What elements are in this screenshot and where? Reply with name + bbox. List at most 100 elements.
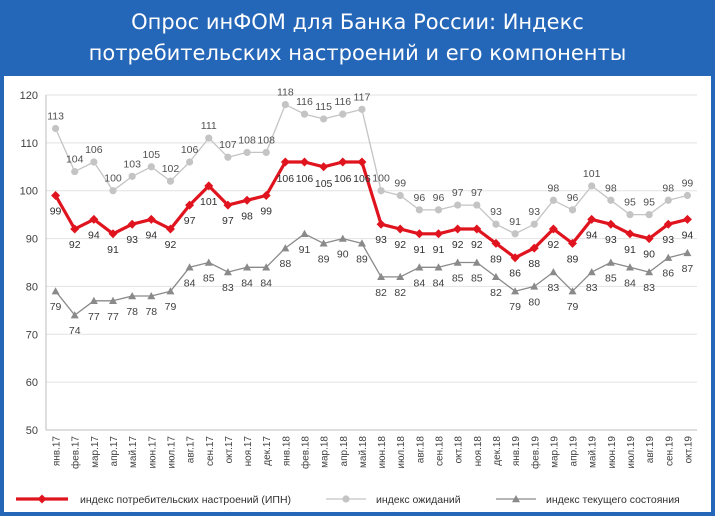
data-label: 85 bbox=[452, 273, 464, 285]
x-tick-label: дек.18 bbox=[492, 436, 503, 466]
data-label: 99 bbox=[394, 178, 406, 190]
x-tick-label: мар.19 bbox=[549, 436, 560, 468]
point-marker bbox=[243, 263, 252, 271]
point-marker bbox=[89, 214, 99, 224]
point-marker bbox=[510, 253, 520, 263]
point-marker bbox=[568, 287, 577, 295]
data-label: 79 bbox=[50, 301, 62, 313]
point-marker bbox=[281, 100, 289, 109]
x-tick-label: янв.17 bbox=[52, 436, 63, 467]
point-marker bbox=[664, 253, 673, 261]
data-label: 92 bbox=[452, 239, 464, 251]
data-label: 84 bbox=[260, 277, 272, 289]
point-marker bbox=[473, 201, 481, 209]
point-marker bbox=[204, 258, 213, 266]
data-label: 86 bbox=[662, 268, 674, 280]
data-label: 77 bbox=[107, 311, 119, 323]
data-label: 91 bbox=[624, 244, 636, 256]
data-label: 83 bbox=[586, 282, 598, 294]
data-label: 90 bbox=[643, 249, 655, 261]
series-line bbox=[54, 160, 688, 260]
series-line bbox=[55, 233, 688, 316]
point-marker bbox=[588, 182, 596, 190]
point-marker bbox=[338, 234, 347, 242]
data-label: 90 bbox=[337, 249, 349, 261]
data-label: 106 bbox=[181, 144, 199, 156]
point-marker bbox=[415, 206, 423, 214]
point-marker bbox=[396, 191, 404, 200]
data-label: 106 bbox=[353, 173, 371, 185]
point-marker bbox=[511, 287, 520, 295]
point-marker bbox=[70, 311, 79, 319]
y-tick-label: 110 bbox=[20, 138, 38, 150]
x-tick-label: фев.19 bbox=[529, 436, 541, 469]
data-label: 101 bbox=[200, 196, 218, 208]
data-label: 93 bbox=[528, 206, 540, 218]
point-marker bbox=[453, 224, 463, 234]
data-label: 98 bbox=[241, 210, 253, 222]
point-marker bbox=[530, 220, 538, 228]
y-tick-label: 90 bbox=[26, 234, 38, 246]
data-label: 91 bbox=[299, 244, 311, 256]
x-tick-label: май.19 bbox=[588, 436, 599, 468]
data-label: 87 bbox=[682, 263, 694, 275]
data-label: 89 bbox=[318, 253, 330, 265]
y-tick-label: 60 bbox=[26, 377, 38, 389]
point-marker bbox=[396, 272, 405, 281]
data-label: 82 bbox=[394, 287, 406, 299]
point-marker bbox=[548, 224, 558, 234]
line-chart: 50 60 70 80 90 100 110 120 янв.17 фев.17 мар.17 апр… bbox=[16, 87, 697, 506]
point-marker bbox=[663, 219, 673, 229]
x-tick-label: авг.17 bbox=[186, 436, 197, 464]
point-marker bbox=[262, 263, 271, 271]
point-marker bbox=[339, 110, 347, 118]
data-label: 97 bbox=[184, 215, 196, 227]
point-marker bbox=[645, 268, 654, 276]
point-marker bbox=[185, 263, 194, 271]
point-marker bbox=[51, 124, 60, 133]
x-tick-label: июл.17 bbox=[166, 436, 177, 469]
data-label: 91 bbox=[107, 244, 119, 256]
data-label: 103 bbox=[123, 158, 141, 170]
point-marker bbox=[434, 206, 443, 214]
point-marker bbox=[626, 211, 634, 219]
point-marker bbox=[300, 229, 309, 237]
point-marker bbox=[358, 105, 366, 113]
point-marker bbox=[166, 287, 175, 295]
point-marker bbox=[109, 296, 118, 304]
y-tick-label: 80 bbox=[26, 281, 38, 293]
point-marker bbox=[530, 282, 539, 290]
data-label: 89 bbox=[490, 253, 502, 265]
data-label: 86 bbox=[509, 268, 521, 280]
data-label: 88 bbox=[279, 258, 291, 270]
point-marker bbox=[108, 229, 118, 239]
point-marker bbox=[472, 224, 482, 234]
x-tick-label: апр.18 bbox=[339, 436, 350, 467]
point-marker bbox=[683, 191, 692, 200]
data-label: 79 bbox=[509, 301, 521, 313]
point-marker bbox=[109, 187, 117, 195]
x-tick-label: май.17 bbox=[128, 436, 139, 468]
point-marker bbox=[414, 229, 424, 239]
data-label: 106 bbox=[334, 173, 352, 185]
x-tick-label: окт.17 bbox=[224, 436, 235, 464]
point-marker bbox=[242, 195, 252, 205]
data-label: 116 bbox=[334, 96, 351, 108]
point-marker bbox=[415, 263, 424, 271]
point-marker bbox=[165, 224, 175, 234]
point-marker bbox=[454, 201, 462, 209]
data-label: 96 bbox=[433, 192, 445, 204]
data-label: 105 bbox=[143, 149, 161, 161]
y-tick-label: 100 bbox=[20, 186, 38, 198]
point-marker bbox=[625, 229, 635, 239]
data-label: 78 bbox=[126, 306, 138, 318]
data-label: 84 bbox=[433, 277, 445, 289]
point-marker bbox=[262, 148, 270, 157]
data-label: 94 bbox=[88, 229, 100, 241]
data-label: 99 bbox=[260, 206, 272, 218]
point-marker bbox=[491, 238, 501, 248]
point-marker bbox=[205, 134, 213, 142]
data-label: 95 bbox=[624, 197, 636, 209]
x-tick-label: май.18 bbox=[358, 436, 369, 468]
data-label: 83 bbox=[222, 282, 234, 294]
